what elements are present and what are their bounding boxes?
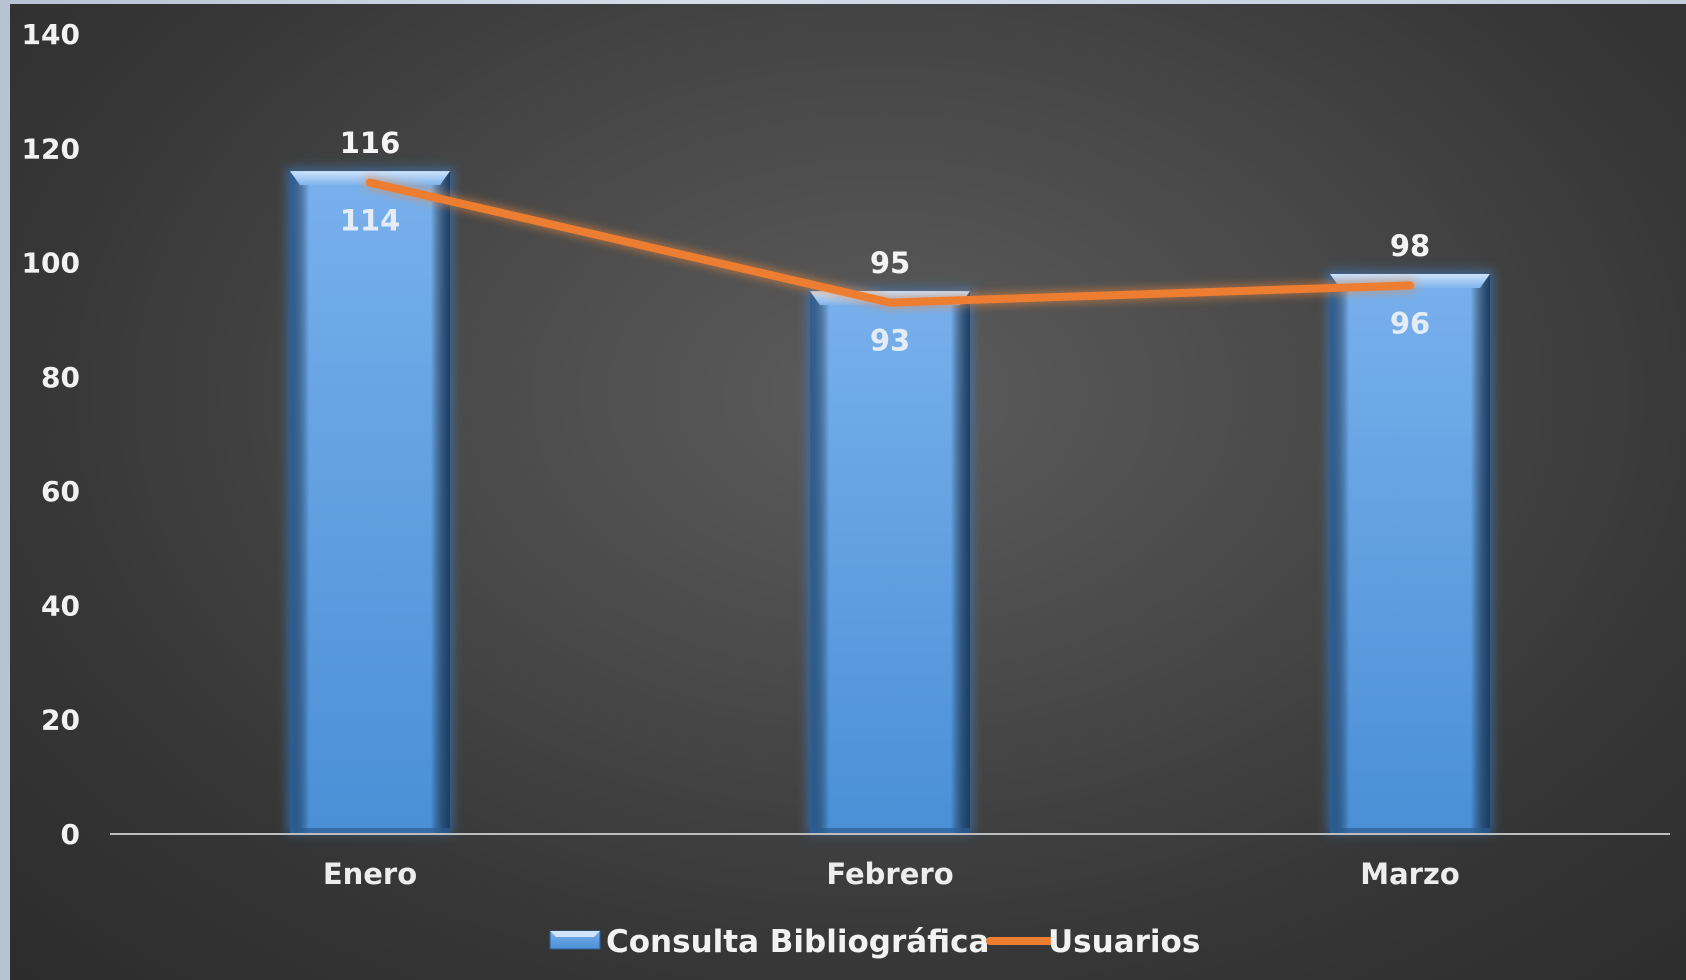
- line-value-label: 93: [870, 324, 910, 358]
- legend-label: Consulta Bibliográfica: [606, 924, 989, 960]
- bar-febrero: [806, 287, 974, 835]
- bar-value-label: 98: [1390, 229, 1430, 263]
- legend-item-usuarios: Usuarios: [986, 924, 1200, 960]
- line-usuarios: [366, 178, 1414, 307]
- y-axis: 0 20 40 60 80 100 120 140: [22, 18, 80, 851]
- bar-value-label: 116: [340, 126, 401, 160]
- y-tick-label: 40: [41, 589, 80, 622]
- legend: Consulta Bibliográfica Usuarios: [549, 924, 1200, 960]
- legend-swatch-bevel: [550, 931, 600, 937]
- y-tick-label: 120: [22, 132, 80, 165]
- y-tick-label: 0: [61, 818, 80, 851]
- bar-bevel-bottom: [1330, 828, 1490, 834]
- y-tick-label: 20: [41, 704, 80, 737]
- bar-marzo: [1326, 270, 1494, 834]
- y-tick-label: 80: [41, 361, 80, 394]
- bar-edge-shading: [1330, 274, 1490, 834]
- bar-bevel-bottom: [290, 828, 450, 834]
- x-tick-label: Febrero: [826, 857, 953, 891]
- legend-item-consulta: Consulta Bibliográfica: [549, 924, 989, 960]
- x-tick-label: Marzo: [1360, 857, 1460, 891]
- x-axis: Enero Febrero Marzo: [110, 833, 1670, 891]
- x-tick-label: Enero: [323, 857, 417, 891]
- bar-edge-shading: [810, 291, 970, 835]
- line-value-label: 114: [340, 204, 401, 238]
- bar-series: [286, 167, 1494, 835]
- y-tick-label: 60: [41, 475, 80, 508]
- bar-bevel-bottom: [810, 828, 970, 834]
- bar-enero: [286, 167, 454, 835]
- line-series: [363, 175, 1417, 310]
- chart-area: 0 20 40 60 80 100 120 140 116 95 98 114 93 96 Enero F…: [10, 4, 1686, 980]
- bar-edge-shading: [290, 171, 450, 835]
- combo-chart: 0 20 40 60 80 100 120 140 116 95 98 114 93 96 Enero F…: [22, 18, 1670, 960]
- line-value-label: 96: [1390, 306, 1430, 340]
- data-labels: 116 95 98 114 93 96: [340, 126, 1430, 357]
- y-tick-label: 100: [22, 247, 80, 280]
- line-glow: [363, 175, 1417, 310]
- y-tick-label: 140: [22, 18, 80, 51]
- bar-value-label: 95: [870, 246, 910, 280]
- legend-label: Usuarios: [1048, 924, 1200, 960]
